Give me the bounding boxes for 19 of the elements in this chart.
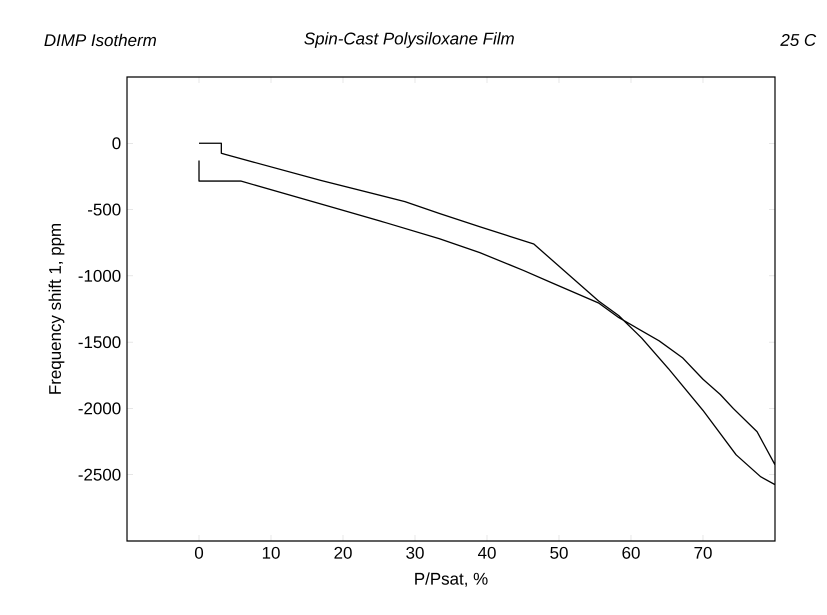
y-tick-label: -2000 [78,402,120,414]
text: 25 C [780,34,816,46]
x-tick-label: 30 [406,546,424,559]
y-tick-label: -1500 [78,336,120,348]
x-tick-label: 50 [550,546,568,559]
y-tick-label: 0 [112,137,121,150]
x-tick-label: 40 [478,546,496,559]
x-tick-label: 20 [334,546,352,559]
chart-subtitle: Spin-Cast Polysiloxane Film [304,32,514,48]
y-tick-label: -500 [88,204,121,216]
x-tick-label: 10 [262,546,280,559]
x-tick-label: 70 [694,546,712,559]
x-tick-label: 0 [194,546,204,559]
x-tick-label: 60 [622,546,640,559]
x-axis-title: P/Psat, % [415,572,488,587]
chart-title: DIMP Isotherm [44,34,156,46]
y-tick-label: -2500 [78,468,120,481]
y-tick-label: -1000 [78,270,120,282]
y-axis-title: Frequency shift 1, ppm [48,224,64,394]
